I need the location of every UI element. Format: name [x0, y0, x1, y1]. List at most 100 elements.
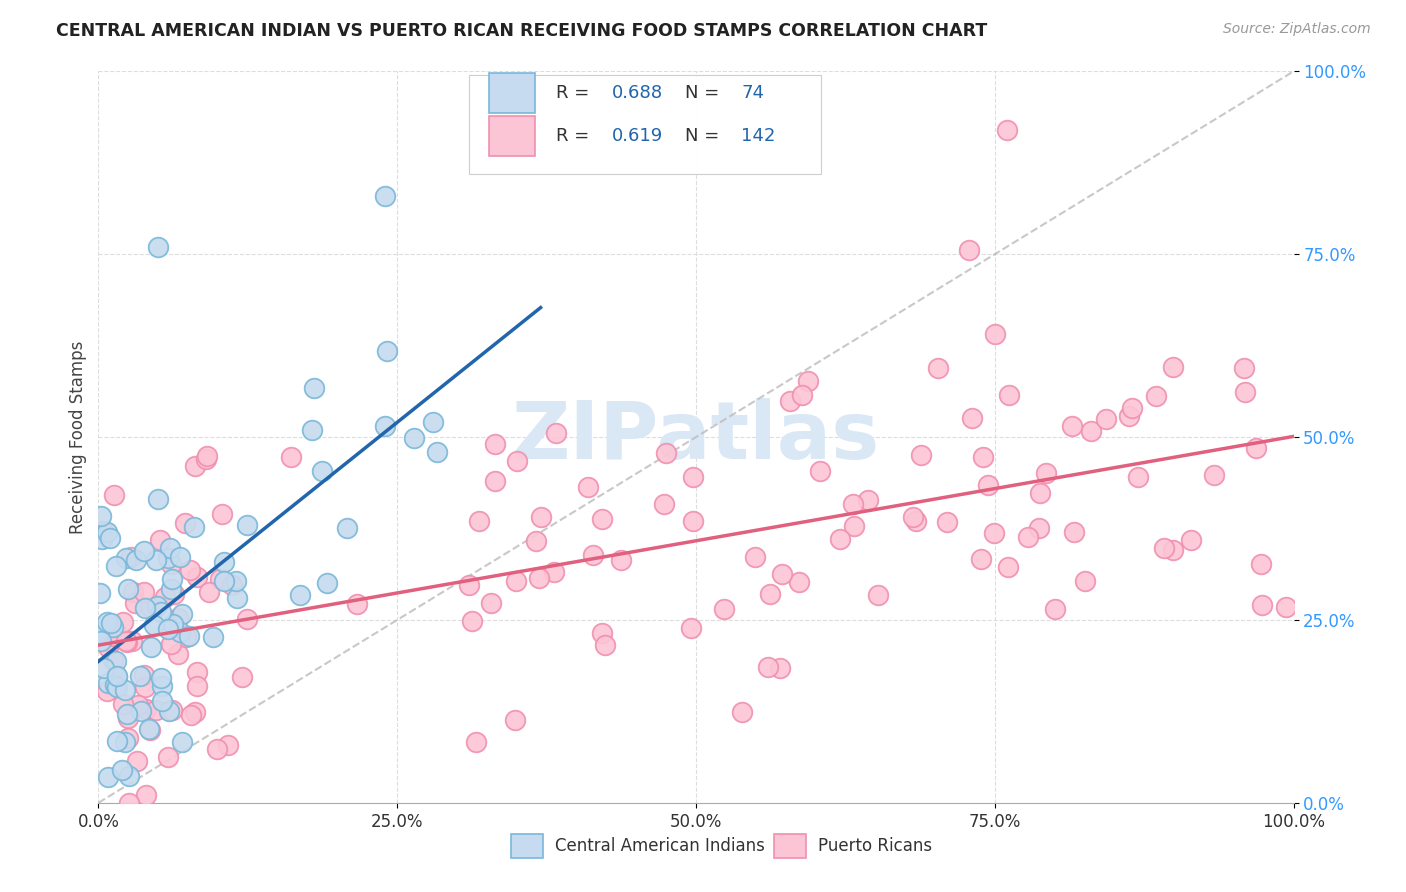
Point — [374, 188, 396, 202]
Point — [484, 437, 506, 451]
Point — [316, 576, 339, 591]
Point — [180, 707, 202, 722]
Point — [93, 661, 115, 675]
Point — [221, 578, 243, 592]
Point — [186, 679, 208, 693]
Point — [217, 738, 239, 752]
Point — [1043, 602, 1066, 616]
Point — [160, 557, 183, 571]
Point — [759, 587, 782, 601]
Point — [236, 612, 259, 626]
Point — [652, 497, 675, 511]
Point — [969, 551, 991, 566]
Point — [162, 703, 184, 717]
Text: Source: ZipAtlas.com: Source: ZipAtlas.com — [1223, 22, 1371, 37]
Point — [156, 750, 179, 764]
Point — [157, 704, 180, 718]
Point — [582, 548, 605, 562]
Point — [936, 516, 959, 530]
Point — [183, 705, 205, 719]
Point — [927, 361, 949, 376]
Point — [103, 487, 125, 501]
Point — [91, 533, 114, 547]
Point — [505, 454, 527, 468]
Point — [682, 469, 704, 483]
Point — [87, 624, 110, 639]
Point — [183, 520, 205, 534]
Point — [195, 451, 218, 466]
Point — [713, 602, 735, 616]
Point — [104, 626, 127, 640]
Point — [1244, 442, 1267, 456]
Point — [422, 415, 444, 429]
Point — [998, 388, 1021, 402]
Point — [842, 497, 865, 511]
Point — [1250, 557, 1272, 571]
Point — [104, 678, 127, 692]
Point — [769, 661, 792, 675]
Point — [1080, 424, 1102, 438]
Point — [682, 515, 704, 529]
Point — [149, 533, 172, 548]
Point — [655, 446, 678, 460]
Point — [179, 563, 201, 577]
Point — [138, 723, 160, 737]
Point — [104, 654, 127, 668]
Point — [163, 587, 186, 601]
Point — [105, 670, 128, 684]
Point — [153, 590, 176, 604]
Point — [1233, 385, 1256, 400]
Point — [118, 796, 141, 810]
Text: 142: 142 — [741, 128, 776, 145]
Point — [101, 620, 124, 634]
Point — [107, 733, 129, 747]
Point — [145, 552, 167, 566]
Point — [117, 731, 139, 746]
FancyBboxPatch shape — [489, 116, 534, 156]
Point — [527, 570, 550, 584]
Point — [97, 640, 120, 654]
Point — [120, 549, 142, 564]
Point — [135, 788, 157, 802]
Point — [787, 574, 810, 589]
Point — [174, 516, 197, 530]
Y-axis label: Receiving Food Stamps: Receiving Food Stamps — [69, 341, 87, 533]
Point — [609, 553, 631, 567]
FancyBboxPatch shape — [773, 834, 806, 858]
Point — [225, 591, 247, 606]
Point — [152, 694, 174, 708]
Point — [125, 755, 148, 769]
Point — [148, 240, 170, 254]
Point — [374, 419, 396, 434]
Point — [468, 514, 491, 528]
FancyBboxPatch shape — [510, 834, 543, 858]
Point — [225, 574, 247, 588]
Point — [1074, 574, 1097, 588]
Point — [139, 640, 162, 655]
Point — [997, 560, 1019, 574]
Point — [186, 665, 208, 680]
Point — [100, 615, 122, 630]
Point — [1204, 468, 1226, 483]
Point — [375, 344, 398, 359]
Point — [1060, 419, 1083, 434]
Point — [132, 668, 155, 682]
Point — [139, 600, 162, 615]
Point — [910, 448, 932, 462]
Point — [1063, 524, 1085, 539]
Point — [117, 582, 139, 597]
Point — [105, 669, 128, 683]
Point — [97, 676, 120, 690]
Point — [122, 584, 145, 599]
Point — [830, 532, 852, 546]
Point — [458, 578, 481, 592]
Point — [146, 599, 169, 613]
Point — [117, 706, 139, 721]
Point — [174, 631, 197, 645]
Point — [183, 458, 205, 473]
Point — [983, 525, 1005, 540]
Text: Central American Indians: Central American Indians — [555, 837, 765, 855]
Point — [797, 374, 820, 388]
Point — [138, 723, 160, 737]
Point — [505, 574, 527, 588]
